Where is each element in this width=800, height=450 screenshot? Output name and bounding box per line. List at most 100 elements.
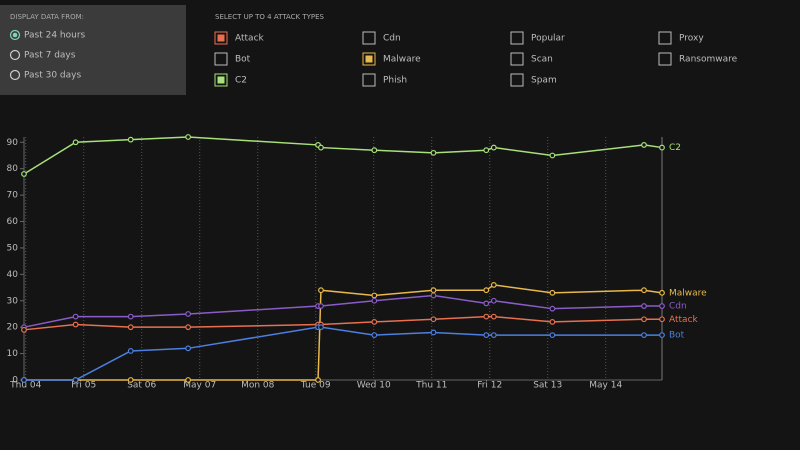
radio-label[interactable]: Past 7 days	[24, 51, 76, 61]
point	[659, 144, 665, 151]
point	[549, 289, 556, 296]
point	[21, 326, 27, 333]
checkbox[interactable]	[658, 52, 672, 66]
x-tick-label: Sat 13	[533, 381, 562, 391]
point	[185, 134, 192, 140]
checkbox[interactable]	[214, 31, 228, 45]
radio-dot	[12, 32, 18, 38]
point	[371, 318, 378, 325]
point	[21, 171, 27, 177]
radio[interactable]	[9, 49, 21, 61]
point	[72, 321, 79, 328]
checkbox-label[interactable]: Malware	[383, 55, 421, 65]
series-label: Attack	[669, 315, 699, 325]
y-tick-label: 50	[7, 243, 19, 253]
x-tick-label: May 07	[183, 381, 216, 391]
point	[318, 144, 324, 151]
checkbox-fill	[365, 55, 373, 63]
point	[641, 287, 647, 294]
point	[483, 313, 490, 320]
point	[185, 345, 192, 352]
point	[490, 282, 497, 288]
checkbox[interactable]	[214, 73, 228, 87]
point	[659, 332, 665, 338]
point	[430, 316, 437, 323]
checkbox-label[interactable]: Scan	[531, 55, 553, 65]
checkbox-label[interactable]: Phish	[383, 76, 407, 86]
checkbox-fill	[217, 34, 225, 42]
point	[318, 287, 324, 294]
checkbox-label[interactable]: Spam	[531, 76, 557, 86]
point	[318, 324, 324, 331]
point	[127, 136, 134, 143]
x-tick-label: Sat 06	[127, 381, 156, 391]
y-tick-label: 10	[7, 349, 19, 359]
point	[490, 313, 497, 320]
y-tick-label: 40	[7, 270, 19, 280]
point	[185, 311, 192, 317]
point	[127, 377, 134, 383]
point	[127, 348, 134, 354]
checkbox[interactable]	[510, 52, 524, 66]
point	[549, 305, 556, 312]
point	[371, 297, 378, 304]
point	[641, 303, 647, 309]
point	[72, 313, 79, 320]
x-tick-label: Thu 04	[9, 381, 41, 391]
point	[371, 332, 378, 338]
point	[127, 313, 134, 320]
radio[interactable]	[9, 69, 21, 81]
point	[483, 332, 490, 338]
checkbox[interactable]	[362, 52, 376, 66]
series-line	[23, 315, 662, 331]
checkbox-label[interactable]: Popular	[531, 34, 565, 44]
checkbox-label[interactable]: Ransomware	[679, 55, 738, 65]
point	[185, 377, 192, 383]
y-tick-label: 0	[12, 376, 18, 386]
point	[490, 332, 497, 338]
checkbox[interactable]	[214, 52, 228, 66]
x-tick-label: Thu 11	[415, 381, 447, 391]
point	[371, 292, 378, 299]
series-line	[23, 136, 663, 175]
checkbox[interactable]	[510, 31, 524, 45]
range-panel	[0, 5, 186, 95]
checkbox-label[interactable]: C2	[235, 76, 247, 86]
checkbox-label[interactable]: Proxy	[679, 34, 704, 44]
point	[72, 139, 79, 146]
checkbox-label[interactable]: Attack	[235, 34, 265, 44]
point	[430, 329, 437, 336]
radio[interactable]	[9, 29, 21, 41]
checkbox[interactable]	[362, 73, 376, 87]
checkbox[interactable]	[658, 31, 672, 45]
point	[483, 147, 490, 154]
point	[21, 377, 27, 383]
radio-label[interactable]: Past 30 days	[24, 71, 81, 81]
point	[371, 147, 378, 154]
series-label: Cdn	[669, 302, 687, 312]
radio-label[interactable]: Past 24 hours	[24, 31, 86, 41]
y-tick-label: 80	[7, 164, 19, 174]
series-line	[24, 284, 663, 381]
checkbox[interactable]	[510, 73, 524, 87]
point	[315, 377, 321, 383]
checkbox-fill	[217, 76, 225, 84]
point	[549, 332, 556, 338]
point	[318, 303, 324, 309]
point	[549, 318, 556, 325]
point	[659, 316, 665, 323]
point	[641, 316, 647, 323]
y-tick-label: 60	[7, 217, 19, 227]
x-tick-label: Mon 08	[241, 381, 275, 391]
series-line	[24, 326, 662, 381]
checkbox[interactable]	[362, 31, 376, 45]
types-title: SELECT UP TO 4 ATTACK TYPES	[215, 13, 325, 21]
x-tick-label: Wed 10	[357, 381, 391, 391]
checkbox-label[interactable]: Cdn	[383, 34, 401, 44]
checkbox-label[interactable]: Bot	[235, 55, 251, 65]
point	[641, 142, 647, 148]
point	[659, 289, 665, 296]
point	[483, 300, 490, 307]
